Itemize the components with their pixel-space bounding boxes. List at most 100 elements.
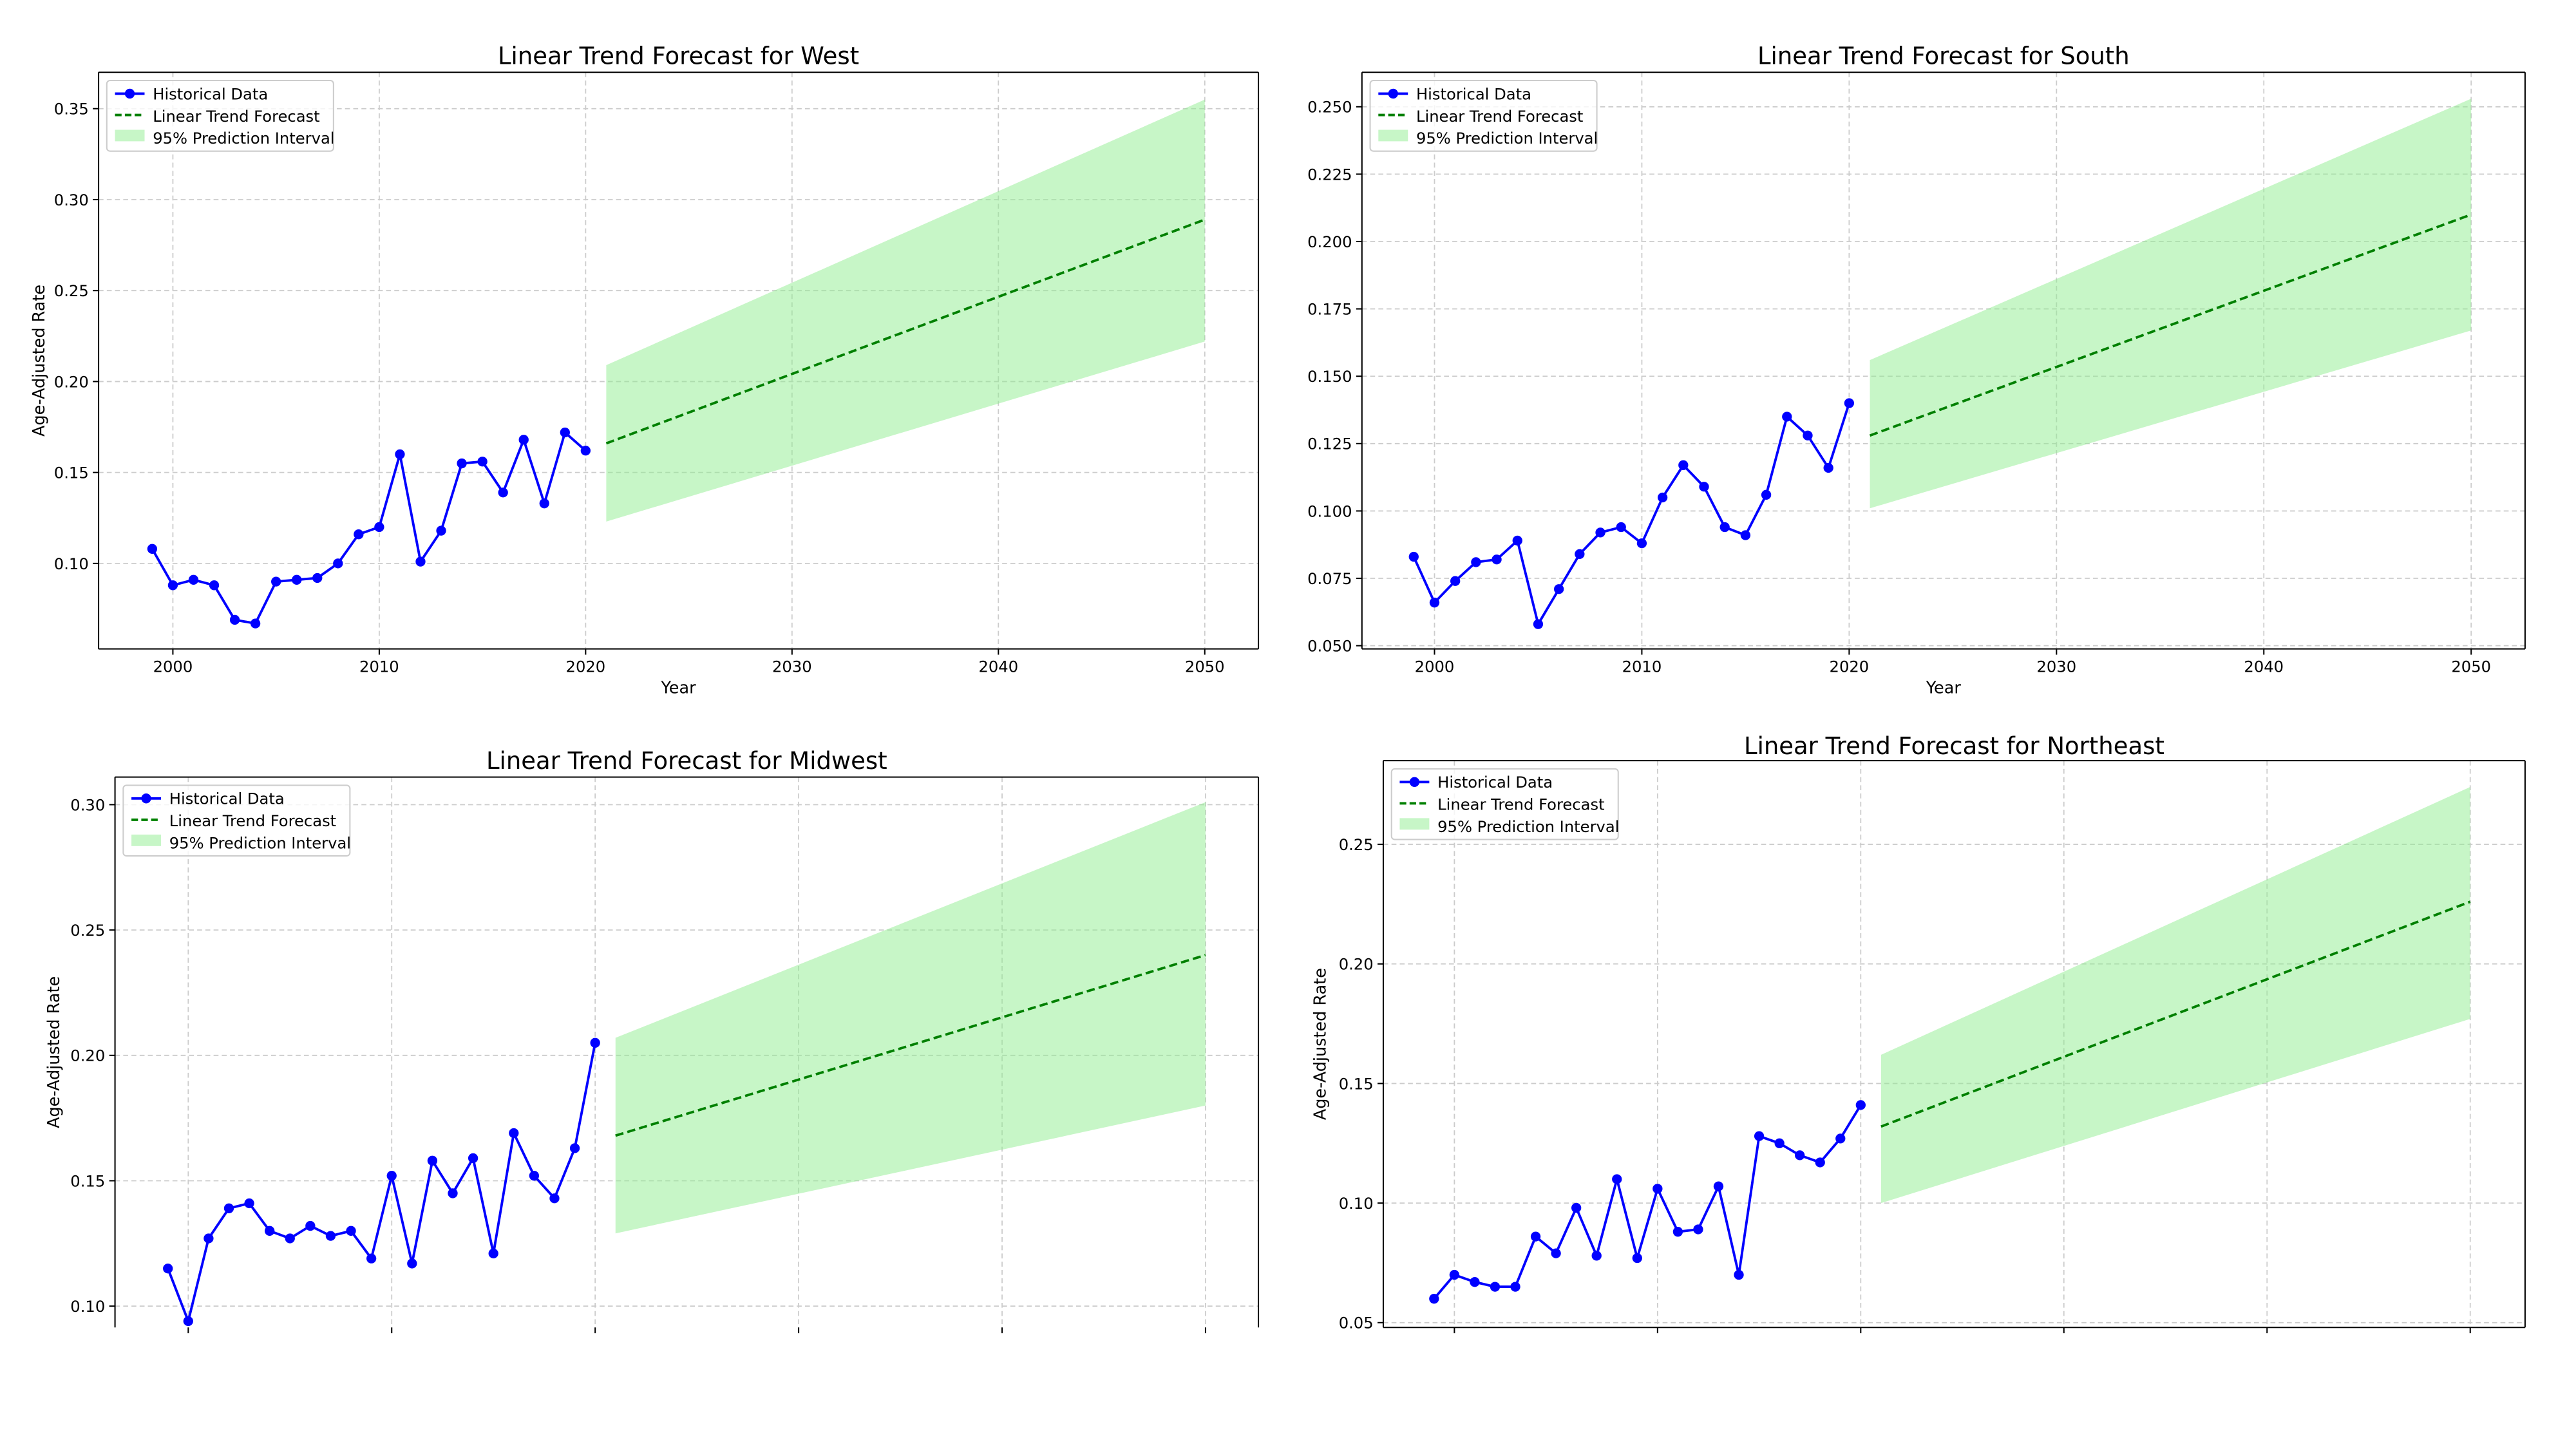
historical-point — [415, 556, 426, 567]
x-tick-label: 2020 — [566, 658, 606, 676]
historical-point — [560, 427, 570, 438]
forecast-line — [605, 218, 1206, 445]
historical-point — [1449, 1269, 1460, 1280]
legend-box — [122, 784, 351, 857]
historical-point — [1591, 1251, 1602, 1261]
legend: Historical Data Linear Trend Forecast 95% … — [122, 784, 351, 857]
chart-title: Linear Trend Forecast for South — [1757, 42, 2130, 70]
y-tick-label: 0.30 — [54, 191, 89, 209]
y-tick-label: 0.30 — [70, 796, 105, 814]
historical-point — [1835, 1133, 1846, 1144]
historical-point — [285, 1233, 295, 1244]
historical-point — [1429, 1294, 1439, 1304]
legend-label: Historical Data — [153, 85, 268, 103]
historical-point — [366, 1253, 377, 1264]
historical-point — [1653, 1184, 1663, 1194]
forecast-line — [1880, 900, 2471, 1128]
historical-point — [509, 1128, 519, 1139]
legend-historical-marker — [1388, 88, 1398, 99]
chart-south: 2000 2010 2020 2030 2040 2050 0.050 0.075 0.100 0… — [1307, 42, 2526, 698]
legend-label: Linear Trend Forecast — [1416, 108, 1583, 126]
historical-point — [498, 488, 508, 498]
chart-west: 2000 2010 2020 2030 2040 2050 0.10 0.15 0.20 0.25… — [30, 42, 1260, 698]
historical-point — [163, 1264, 173, 1274]
x-tick-label: 2040 — [2244, 658, 2284, 676]
historical-point — [1492, 554, 1502, 565]
x-tick-label: 2030 — [2036, 658, 2076, 676]
plot-area — [1383, 761, 2525, 1328]
historical-point — [395, 449, 405, 460]
legend-label: Historical Data — [169, 790, 285, 808]
x-tick-label: 2000 — [153, 658, 193, 676]
historical-point — [305, 1220, 316, 1231]
historical-point — [539, 498, 549, 509]
y-tick-label: 0.20 — [70, 1047, 105, 1065]
chart-midwest: 0.10 0.15 0.20 0.25 0.30 Linear Trend Forecas… — [44, 747, 1260, 1334]
y-axis-label: Age-Adjusted Rate — [1311, 968, 1331, 1120]
y-tick-label: 0.25 — [70, 922, 105, 940]
historical-point — [1612, 1174, 1622, 1184]
historical-point — [1571, 1202, 1582, 1213]
legend-label: 95% Prediction Interval — [169, 835, 351, 853]
historical-point — [407, 1258, 417, 1269]
x-axis-label: Year — [1926, 679, 1962, 698]
plot-area — [115, 777, 1259, 1328]
legend-label: Linear Trend Forecast — [153, 108, 319, 126]
forecast-line — [615, 954, 1206, 1137]
historical-point — [1734, 1269, 1744, 1280]
y-tick-label: 0.225 — [1307, 166, 1352, 184]
legend-box — [106, 79, 334, 152]
x-tick-label: 2010 — [359, 658, 399, 676]
legend-label: Historical Data — [1416, 85, 1531, 103]
y-tick-label: 0.20 — [1339, 956, 1374, 974]
historical-point — [325, 1231, 336, 1241]
historical-line — [166, 1042, 597, 1325]
y-tick-label: 0.10 — [54, 555, 89, 573]
x-tick-label: 2030 — [772, 658, 812, 676]
historical-point — [292, 574, 302, 585]
historical-point — [1408, 551, 1419, 562]
historical-point — [436, 526, 446, 536]
historical-point — [223, 1203, 234, 1213]
historical-point — [1530, 1231, 1541, 1242]
historical-point — [1815, 1157, 1825, 1168]
prediction-interval-band — [606, 99, 1205, 522]
legend-box — [1390, 768, 1619, 840]
historical-point — [204, 1233, 214, 1244]
legend-label: Linear Trend Forecast — [1437, 796, 1604, 814]
y-tick-label: 0.100 — [1307, 502, 1352, 520]
historical-point — [1782, 412, 1792, 422]
historical-point — [1795, 1150, 1805, 1160]
historical-point — [1512, 535, 1522, 546]
historical-point — [1699, 482, 1709, 492]
historical-point — [1678, 460, 1689, 470]
historical-point — [183, 1316, 193, 1327]
x-tick-label: 2020 — [1830, 658, 1870, 676]
legend-label: 95% Prediction Interval — [153, 129, 334, 147]
legend: Historical Data Linear Trend Forecast 95% … — [106, 79, 335, 152]
forecast-line — [1869, 213, 2472, 437]
historical-point — [1672, 1227, 1683, 1237]
historical-point — [1510, 1282, 1520, 1292]
historical-point — [271, 576, 281, 587]
historical-point — [1553, 584, 1564, 594]
plot-area — [99, 72, 1259, 649]
x-tick-label: 2050 — [2451, 658, 2491, 676]
historical-point — [386, 1171, 397, 1181]
historical-point — [209, 580, 220, 591]
legend-label: 95% Prediction Interval — [1416, 129, 1598, 147]
historical-point — [354, 529, 364, 540]
historical-point — [1844, 398, 1855, 408]
historical-point — [1470, 1277, 1480, 1287]
historical-line — [1412, 402, 1851, 628]
y-tick-label: 0.075 — [1307, 570, 1352, 588]
y-tick-label: 0.15 — [1339, 1075, 1374, 1093]
historical-point — [1740, 530, 1751, 540]
historical-point — [1450, 576, 1461, 586]
historical-point — [244, 1198, 254, 1209]
historical-point — [529, 1171, 540, 1181]
historical-point — [518, 435, 529, 445]
historical-line — [151, 430, 587, 625]
historical-point — [147, 544, 158, 554]
x-tick-label: 2010 — [1622, 658, 1662, 676]
